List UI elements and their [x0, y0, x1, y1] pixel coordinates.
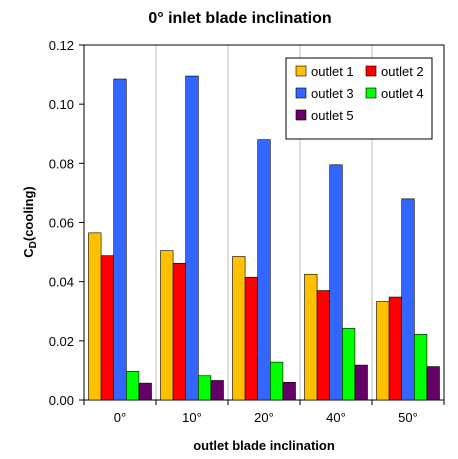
bars — [88, 75, 440, 401]
y-axis-label: CD(cooling) — [21, 186, 39, 258]
bar — [198, 375, 212, 401]
y-tick-label: 0.12 — [49, 38, 74, 53]
x-tick-label: 10° — [182, 410, 202, 425]
bar — [376, 301, 390, 401]
bar — [329, 164, 343, 401]
legend-swatch — [295, 109, 307, 121]
y-tick-label: 0.02 — [49, 334, 74, 349]
legend-swatch — [365, 65, 377, 77]
x-axis-label: outlet blade inclination — [193, 438, 335, 453]
bar — [138, 382, 152, 401]
legend-box — [285, 57, 433, 140]
y-tick-label: 0.00 — [49, 393, 74, 408]
legend-label: outlet 4 — [381, 86, 424, 101]
bar — [160, 250, 174, 401]
y-tick-label: 0.08 — [49, 156, 74, 171]
bar — [100, 255, 114, 401]
legend-swatch — [295, 65, 307, 77]
bar — [232, 256, 246, 401]
x-tick-label: 20° — [254, 410, 274, 425]
y-tick-label: 0.04 — [49, 275, 74, 290]
legend-label: outlet 5 — [311, 108, 354, 123]
x-tick-label: 40° — [326, 410, 346, 425]
legend-swatch — [295, 87, 307, 99]
chart-title: 0° inlet blade inclination — [148, 10, 331, 27]
bar — [401, 198, 415, 401]
bar — [354, 364, 368, 401]
x-tick-label: 0° — [114, 410, 126, 425]
y-tick-label: 0.06 — [49, 216, 74, 231]
bar — [282, 381, 296, 401]
bar — [244, 276, 259, 401]
legend-swatch — [365, 87, 377, 99]
x-axis: 0° 10° 20° 40° 50° — [83, 400, 445, 425]
legend-label: outlet 1 — [311, 64, 354, 79]
legend-label: outlet 2 — [381, 64, 424, 79]
bar — [88, 232, 102, 401]
legend-label: outlet 3 — [311, 86, 354, 101]
y-axis-label-main: C — [21, 248, 36, 258]
bar — [257, 139, 271, 401]
bar — [426, 366, 440, 401]
bar — [172, 263, 187, 401]
y-axis: 0.00 0.02 0.04 0.06 0.08 0.10 0.12 — [49, 38, 84, 408]
bar — [388, 296, 403, 401]
y-axis-label-sub: D — [28, 241, 39, 248]
y-tick-label: 0.10 — [49, 97, 74, 112]
x-tick-label: 50° — [398, 410, 418, 425]
bar — [413, 334, 428, 401]
bar — [126, 371, 140, 401]
bar — [113, 78, 127, 401]
legend: outlet 1 outlet 2 outlet 3 outlet 4 outlet 5 — [285, 57, 433, 140]
bar — [316, 290, 331, 401]
y-axis-label-suffix: (cooling) — [21, 186, 36, 241]
bar — [304, 273, 318, 401]
bar — [210, 380, 224, 401]
bar — [185, 75, 199, 401]
bar — [269, 361, 284, 401]
bar — [341, 328, 356, 401]
